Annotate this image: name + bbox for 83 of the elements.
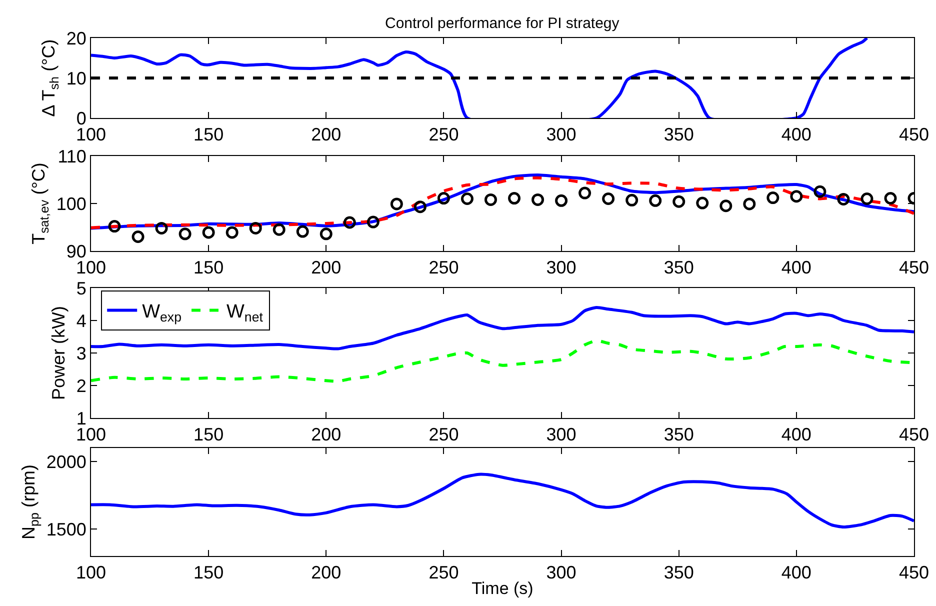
line-series xyxy=(91,306,914,350)
x-tick-label: 400 xyxy=(781,562,812,583)
point xyxy=(460,192,474,205)
point xyxy=(508,192,521,205)
x-tick-label: 150 xyxy=(194,562,224,583)
x-tick-label: 250 xyxy=(428,424,459,445)
y-tick-label: 2000 xyxy=(46,452,86,472)
y-tick-label: 20 xyxy=(66,28,86,48)
point xyxy=(578,186,592,200)
legend-label: W$_{exp}$ xyxy=(142,302,182,325)
point xyxy=(743,198,756,210)
point xyxy=(414,200,426,214)
point xyxy=(884,192,897,205)
point xyxy=(272,223,286,236)
x-tick-label: 400 xyxy=(781,124,812,145)
y-tick-label: 1 xyxy=(76,408,86,428)
x-tick-label: 300 xyxy=(546,124,576,145)
x-tick-label: 150 xyxy=(194,124,224,145)
x-tick-label: 150 xyxy=(194,424,224,445)
point xyxy=(766,192,780,204)
point xyxy=(672,195,686,208)
point xyxy=(649,194,662,207)
x-tick-label: 300 xyxy=(546,562,576,583)
point xyxy=(155,222,168,234)
point xyxy=(555,194,568,207)
x-tick-label: 200 xyxy=(311,258,342,278)
point xyxy=(532,193,544,206)
x-tick-label: 250 xyxy=(428,562,459,583)
point xyxy=(390,198,403,210)
line-series xyxy=(91,38,868,118)
y-tick-label: 5 xyxy=(76,278,86,298)
x-tick-label: 250 xyxy=(428,124,459,145)
point xyxy=(108,220,121,233)
point xyxy=(249,222,262,234)
point xyxy=(226,226,238,239)
point xyxy=(202,226,215,239)
y-tick-label: 3 xyxy=(76,343,86,364)
point xyxy=(814,185,826,198)
point xyxy=(484,193,497,206)
x-tick-label: 200 xyxy=(311,562,342,583)
y-axis-title: Power (kW) xyxy=(48,306,69,400)
point xyxy=(837,192,850,206)
point xyxy=(366,216,380,228)
y-tick-label: 110 xyxy=(58,146,86,166)
point xyxy=(602,192,615,205)
x-tick-label: 350 xyxy=(664,424,694,445)
point xyxy=(320,228,332,240)
x-tick-label: 300 xyxy=(546,424,576,445)
y-tick-label: 10 xyxy=(66,68,86,88)
point xyxy=(626,194,638,206)
y-tick-label: 90 xyxy=(66,241,86,262)
x-tick-label: 150 xyxy=(194,258,224,278)
x-tick-label: 350 xyxy=(664,258,694,278)
x-tick-label: 250 xyxy=(428,258,459,278)
x-tick-label: 450 xyxy=(898,258,930,278)
point xyxy=(132,230,144,243)
x-tick-label: 400 xyxy=(781,424,812,445)
point xyxy=(437,192,450,205)
point xyxy=(720,200,732,212)
point xyxy=(790,190,803,203)
y-tick-label: 2 xyxy=(76,376,86,396)
x-tick-label: 200 xyxy=(311,424,342,445)
line-series xyxy=(91,472,914,528)
y-tick-label: 1500 xyxy=(46,519,86,540)
x-tick-label: 300 xyxy=(546,258,576,278)
x-tick-label: 450 xyxy=(898,424,930,445)
chart-title: Control performance for PI strategy xyxy=(385,15,620,32)
x-tick-label: 200 xyxy=(311,124,342,145)
point xyxy=(696,196,709,210)
x-axis-title: Time (s) xyxy=(472,579,534,598)
legend-label: W$_{net}$ xyxy=(226,302,264,325)
point xyxy=(178,228,192,240)
x-tick-label: 400 xyxy=(781,258,812,278)
y-tick-label: 0 xyxy=(76,108,86,128)
y-tick-label: 100 xyxy=(56,194,86,214)
x-tick-label: 450 xyxy=(898,124,930,145)
point xyxy=(860,192,874,205)
x-tick-label: 350 xyxy=(664,562,694,583)
point xyxy=(296,225,309,238)
x-tick-label: 450 xyxy=(898,562,930,583)
x-tick-label: 350 xyxy=(664,124,694,145)
y-tick-label: 4 xyxy=(76,310,86,331)
point xyxy=(343,216,356,229)
